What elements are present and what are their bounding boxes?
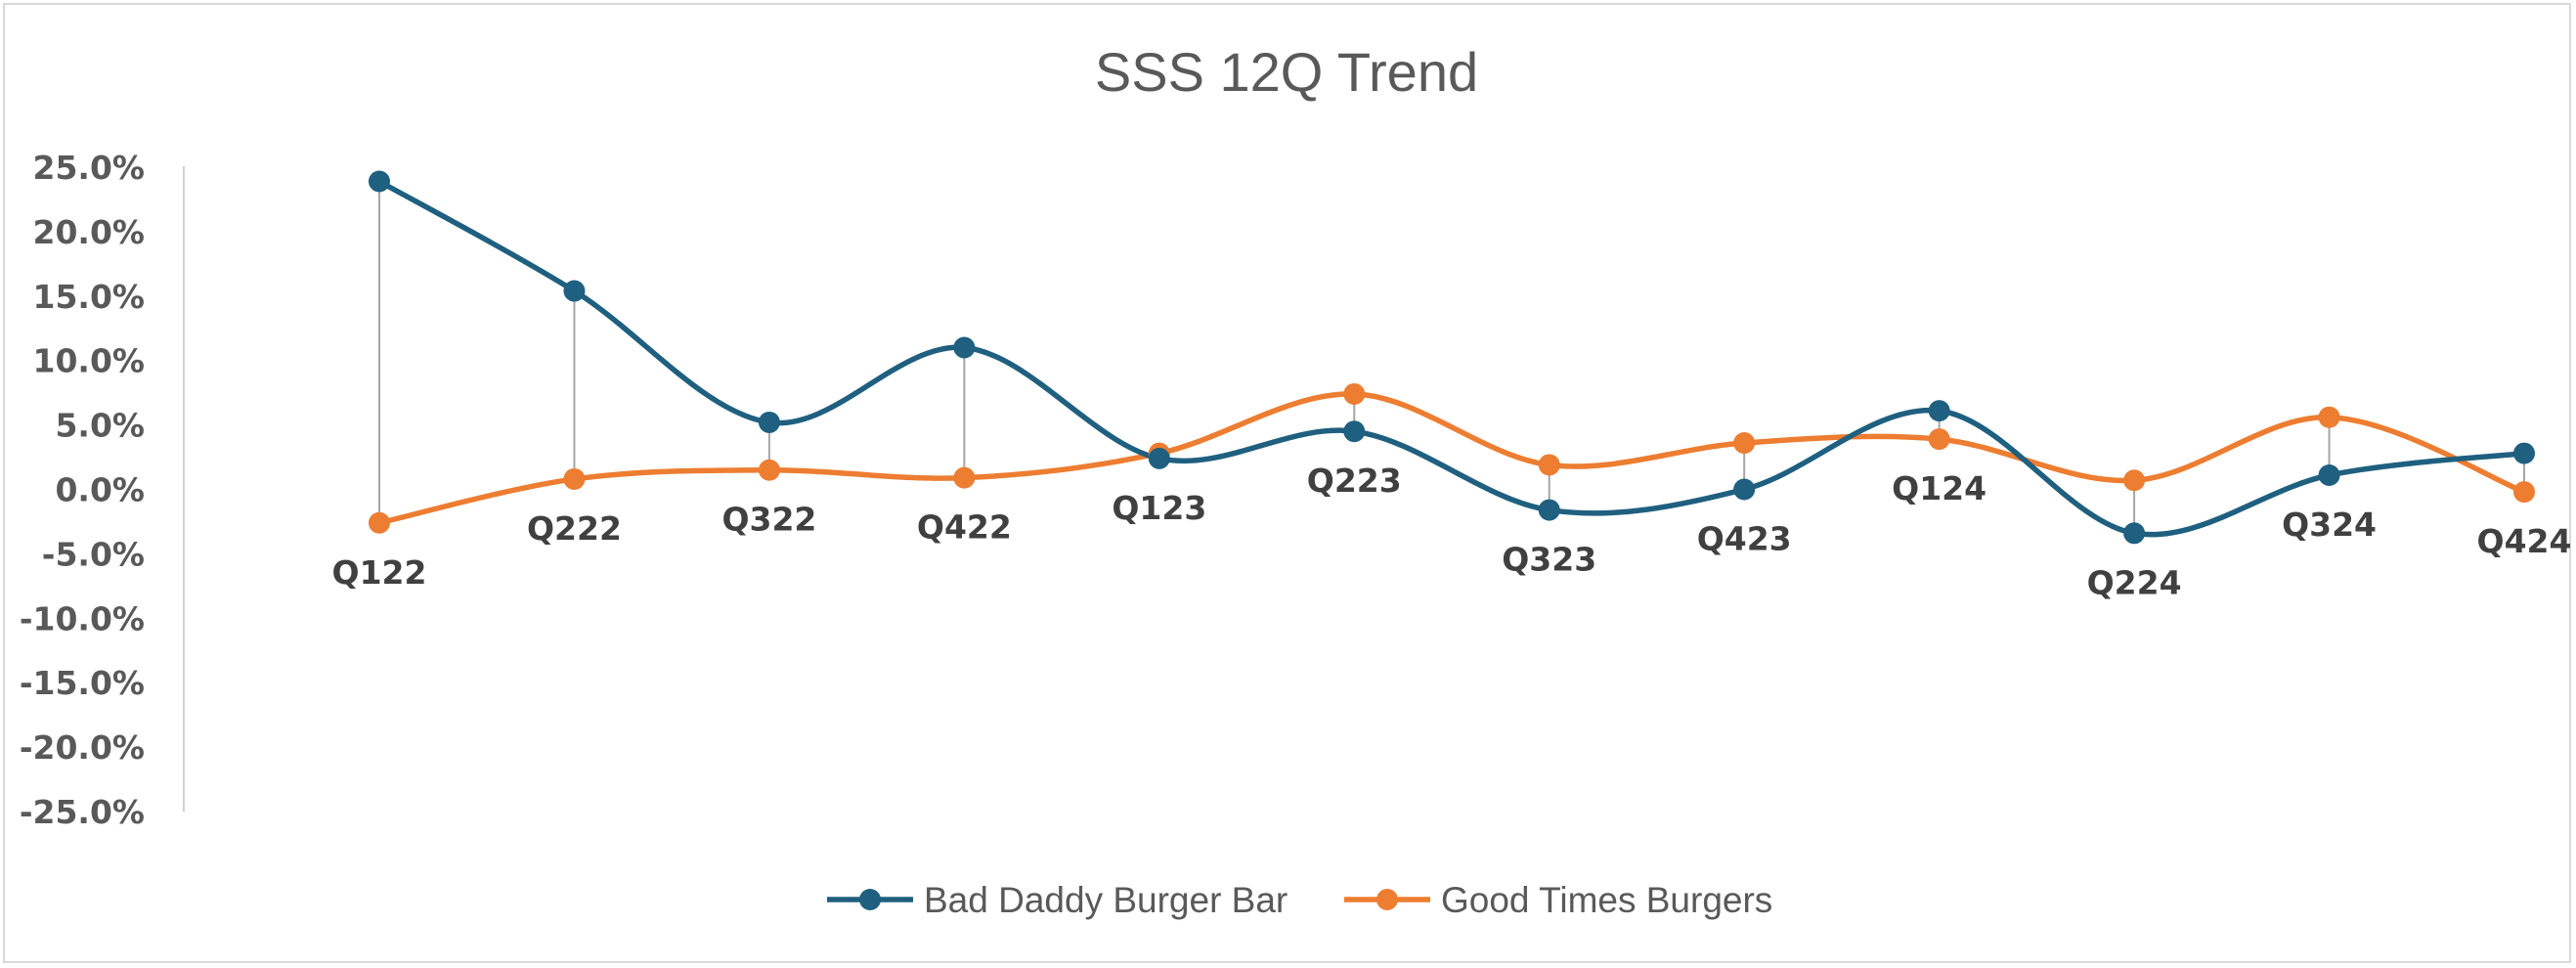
y-tick-label: 0.0% — [55, 471, 145, 509]
y-tick-label: -15.0% — [20, 664, 145, 702]
data-point — [1733, 432, 1756, 455]
y-axis-ticks: 25.0% 20.0% 15.0% 10.0% 5.0% 0.0% -5.0% -10.0% -… — [20, 149, 145, 831]
x-category-label: Q323 — [1502, 541, 1596, 579]
data-point — [953, 336, 976, 359]
data-point — [563, 280, 586, 302]
chart-title: SSS 12Q Trend — [1095, 41, 1478, 103]
series-lines — [376, 178, 2527, 538]
data-point — [2513, 481, 2535, 504]
x-category-label: Q122 — [332, 553, 427, 592]
data-point — [1148, 447, 1170, 469]
data-point — [369, 170, 390, 193]
x-category-label: Q322 — [721, 501, 816, 539]
data-point — [1343, 420, 1366, 443]
x-axis-category-labels: Q122 Q222 Q322 Q422 Q123 Q223 Q323 Q423 Q124 Q224… — [332, 462, 2572, 601]
x-category-label: Q123 — [1112, 489, 1206, 527]
data-point — [1538, 454, 1560, 476]
y-tick-label: -20.0% — [20, 728, 145, 767]
data-point — [563, 467, 586, 490]
series-line-1 — [376, 391, 2527, 526]
data-point — [1928, 400, 1950, 422]
data-point — [369, 511, 390, 534]
y-tick-label: 25.0% — [33, 149, 146, 187]
legend: Bad Daddy Burger Bar Good Times Burgers — [827, 880, 1772, 920]
x-category-label: Q124 — [1892, 469, 1987, 507]
y-tick-label: 5.0% — [55, 407, 145, 445]
data-point — [2318, 464, 2340, 487]
series-markers — [369, 170, 2535, 545]
x-category-label: Q224 — [2087, 563, 2182, 601]
series-line-0 — [376, 178, 2527, 538]
legend-marker — [859, 889, 881, 910]
x-category-label: Q324 — [2282, 506, 2377, 544]
data-point — [2513, 442, 2535, 464]
data-point — [2123, 522, 2146, 545]
x-category-label: Q423 — [1697, 520, 1792, 558]
legend-label: Good Times Burgers — [1441, 880, 1772, 920]
legend-marker — [1376, 889, 1398, 910]
x-category-label: Q223 — [1307, 462, 1402, 500]
drop-lines — [378, 181, 2525, 534]
x-category-label: Q424 — [2477, 522, 2572, 560]
data-point — [2318, 406, 2340, 428]
legend-label: Bad Daddy Burger Bar — [924, 880, 1288, 920]
data-point — [2123, 469, 2146, 492]
x-category-label: Q422 — [917, 508, 1012, 547]
data-point — [1733, 478, 1756, 501]
y-tick-label: 10.0% — [33, 342, 146, 380]
y-tick-label: -5.0% — [42, 535, 145, 573]
data-point — [1343, 382, 1366, 405]
data-point — [1928, 428, 1950, 451]
y-tick-label: 20.0% — [33, 213, 146, 251]
y-tick-label: -10.0% — [20, 599, 145, 638]
x-category-label: Q222 — [527, 509, 622, 548]
data-point — [1538, 499, 1560, 521]
data-point — [953, 466, 976, 489]
data-point — [758, 411, 780, 433]
y-tick-label: 15.0% — [33, 278, 146, 316]
data-point — [758, 459, 780, 481]
y-tick-label: -25.0% — [20, 793, 145, 831]
